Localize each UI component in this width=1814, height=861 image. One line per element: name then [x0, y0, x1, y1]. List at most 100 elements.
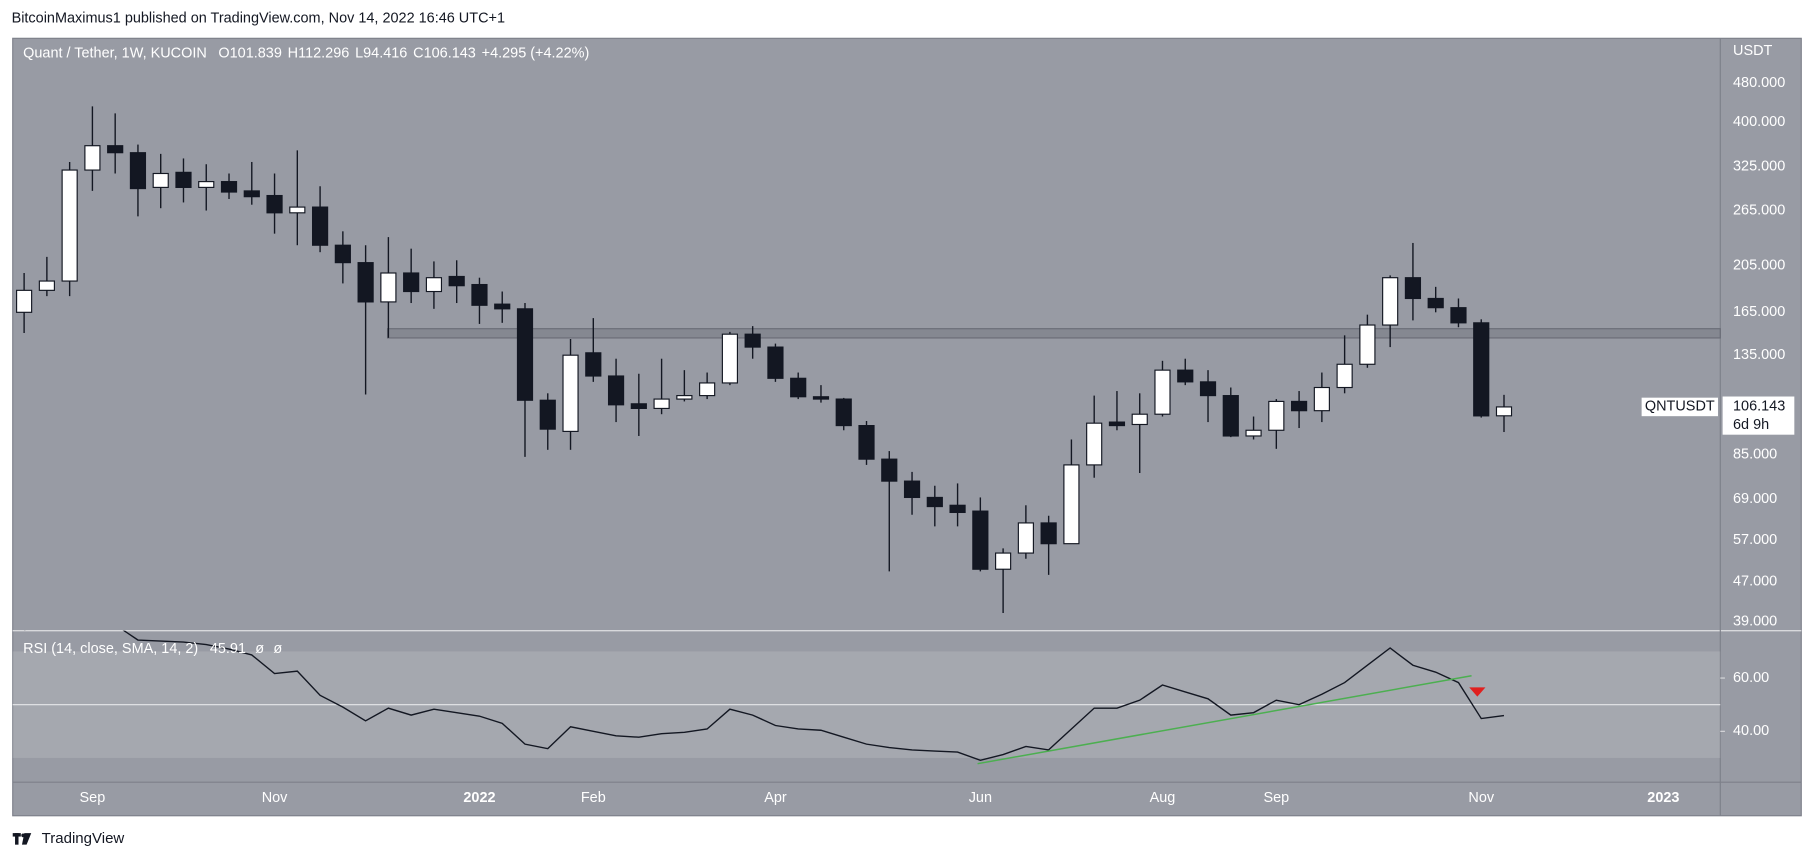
candle-body	[1313, 386, 1330, 412]
symbol-tag: QNTUSDT	[1645, 399, 1715, 415]
y-axis-unit: USDT	[1733, 43, 1773, 59]
candle-body	[835, 398, 852, 427]
candle-body	[1495, 406, 1513, 417]
candle-body	[926, 496, 943, 508]
rsi-line	[24, 630, 1505, 762]
change-value: +4.295 (+4.22%)	[482, 45, 590, 61]
ohlc-value: 112.296	[298, 45, 349, 61]
candle-body	[1154, 369, 1171, 415]
x-tick-label: Nov	[262, 790, 288, 806]
candle-body	[1108, 421, 1126, 427]
candle-body	[1199, 381, 1217, 397]
x-tick-label: 2022	[463, 790, 495, 806]
candle-body	[1404, 277, 1422, 300]
candle-body	[311, 206, 329, 246]
ohlc-value: 106.143	[424, 45, 476, 61]
candle-body	[1017, 522, 1034, 554]
y-tick-label: 69.000	[1733, 491, 1777, 507]
candle-body	[471, 283, 488, 306]
symbol-title: Quant / Tether, 1W, KUCOIN	[23, 45, 207, 61]
ohlc-value: 94.416	[363, 45, 407, 61]
y-tick-label: 57.000	[1733, 532, 1777, 548]
x-tick-label: Sep	[1263, 790, 1289, 806]
candle-body	[1427, 297, 1444, 309]
candle-body	[858, 425, 875, 460]
rsi-trendline	[977, 675, 1472, 765]
logo-mark	[15, 833, 19, 845]
rsi-legend: RSI (14, close, SMA, 14, 2) 45.91 ø ø	[23, 641, 282, 657]
candle-body	[1245, 429, 1262, 437]
candle-body	[1290, 400, 1308, 412]
candle-body	[585, 352, 602, 377]
candle-body	[152, 172, 169, 188]
candle-body	[676, 395, 693, 400]
footer-logo: TradingView	[12, 830, 125, 847]
y-tick-label: 400.000	[1733, 114, 1785, 130]
y-tick-label: 60.00	[1733, 670, 1769, 686]
candle-body	[516, 308, 534, 401]
candle-body	[903, 480, 921, 499]
ohlc-prefix: H	[288, 45, 298, 61]
candle-body	[84, 145, 101, 171]
candle-body	[721, 333, 739, 384]
y-tick-label: 325.000	[1733, 159, 1785, 175]
candle-body	[562, 354, 579, 432]
candle-body	[1131, 413, 1148, 426]
candle-body	[175, 171, 192, 188]
ohlc-prefix: L	[355, 45, 363, 61]
x-tick-label: Jun	[969, 790, 992, 806]
candle-body	[1222, 395, 1239, 437]
resistance-zone	[386, 328, 1721, 339]
rsi-pane	[12, 630, 1721, 762]
candle-body	[107, 145, 124, 154]
candle-body	[1268, 400, 1285, 431]
y-tick-label: 265.000	[1733, 203, 1785, 219]
y-tick-label: 39.000	[1733, 613, 1777, 629]
candle-body	[539, 399, 556, 430]
candle-body	[881, 458, 898, 482]
candle-body	[494, 303, 511, 310]
candle-body	[812, 396, 830, 400]
y-tick-label: 165.000	[1733, 304, 1785, 320]
candle-body	[653, 398, 670, 410]
candle-body	[1450, 307, 1467, 324]
candle-body	[744, 333, 761, 348]
candle-body	[1382, 277, 1399, 326]
x-tick-label: 2023	[1647, 790, 1679, 806]
logo-text: TradingView	[42, 830, 125, 847]
candle-body	[767, 346, 784, 379]
candle-body	[607, 375, 625, 406]
candle-body	[357, 262, 374, 303]
candle-body	[699, 382, 716, 397]
rsi-value: 45.91	[210, 641, 246, 657]
candle-body	[1473, 322, 1490, 417]
price-tag-value: 106.143	[1733, 399, 1785, 415]
candle-body	[380, 272, 397, 303]
x-tick-label: Aug	[1150, 790, 1176, 806]
publish-info: BitcoinMaximus1 published on TradingView…	[12, 10, 505, 26]
candle-body	[1177, 369, 1194, 383]
candle-body	[403, 272, 420, 293]
ohlc-prefix: C	[413, 45, 423, 61]
candle-body	[243, 190, 260, 198]
candle-body	[972, 510, 989, 570]
price-tag-countdown: 6d 9h	[1733, 417, 1769, 433]
candle-body	[1336, 363, 1353, 389]
candle-body	[425, 277, 443, 293]
candle-body	[220, 181, 238, 193]
x-tick-label: Feb	[581, 790, 606, 806]
x-tick-label: Sep	[80, 790, 106, 806]
rsi-title: RSI (14, close, SMA, 14, 2)	[23, 641, 198, 657]
candle-body	[61, 169, 78, 282]
breakdown-arrow	[1469, 687, 1486, 697]
y-tick-label: 480.000	[1733, 75, 1785, 91]
candle-body	[38, 280, 55, 291]
candle-body	[1063, 464, 1080, 545]
rsi-extra: ø	[255, 641, 264, 657]
ohlc-prefix: O	[218, 45, 229, 61]
symbol-legend: Quant / Tether, 1W, KUCOIN O101.839 H112.2…	[23, 45, 589, 61]
candle-body	[266, 194, 283, 214]
y-tick-label: 85.000	[1733, 446, 1777, 462]
